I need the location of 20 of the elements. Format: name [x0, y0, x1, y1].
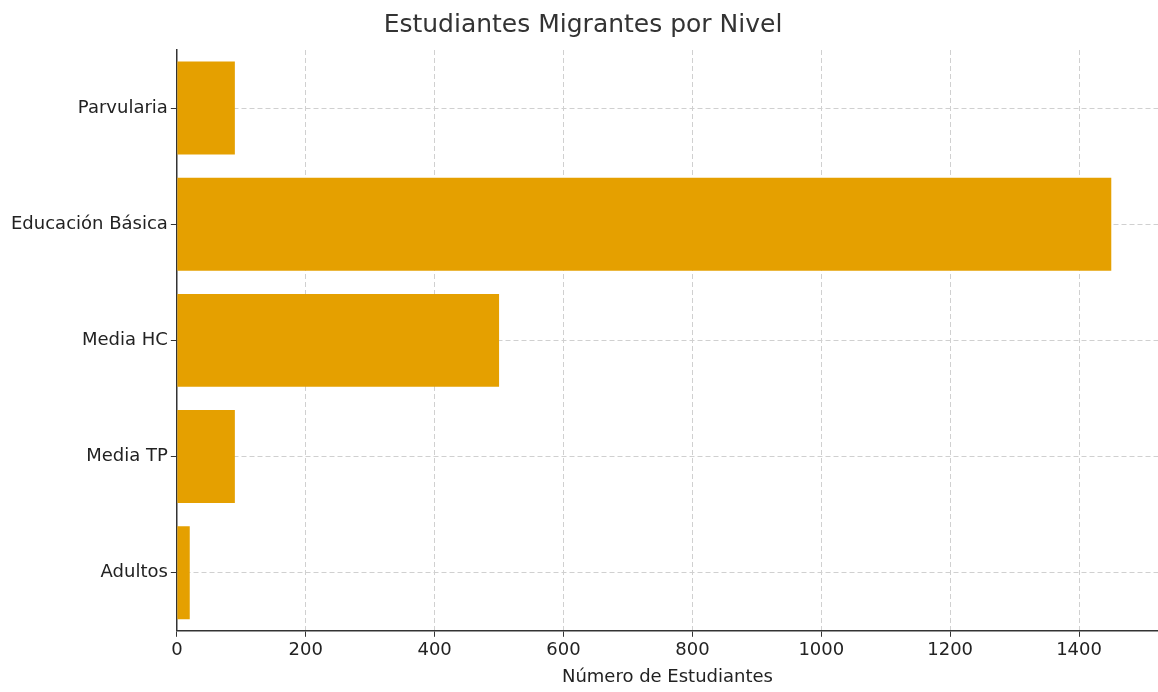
- bar: [177, 177, 1112, 271]
- x-tick-label: 1000: [798, 638, 845, 660]
- x-tick-label: 0: [171, 638, 183, 660]
- x-tick-label: 400: [417, 638, 452, 660]
- y-tick-label: Media TP: [86, 444, 168, 466]
- x-tick-label: 1400: [1056, 638, 1102, 660]
- x-tick-label: 200: [288, 638, 323, 660]
- bar: [177, 61, 235, 155]
- y-tick-label: Educación Básica: [11, 211, 168, 233]
- bar: [177, 526, 190, 620]
- x-tick-label: 800: [675, 638, 710, 660]
- chart-title: Estudiantes Migrantes por Nivel: [383, 8, 783, 38]
- y-tick-label: Adultos: [100, 560, 168, 582]
- bar: [177, 410, 235, 504]
- bar: [177, 293, 500, 387]
- x-axis-title: Número de Estudiantes: [561, 664, 773, 686]
- y-tick-label: Parvularia: [77, 95, 168, 117]
- x-tick-label: 600: [546, 638, 581, 660]
- x-tick-label: 1200: [927, 638, 974, 660]
- y-tick-label: Media HC: [81, 328, 168, 350]
